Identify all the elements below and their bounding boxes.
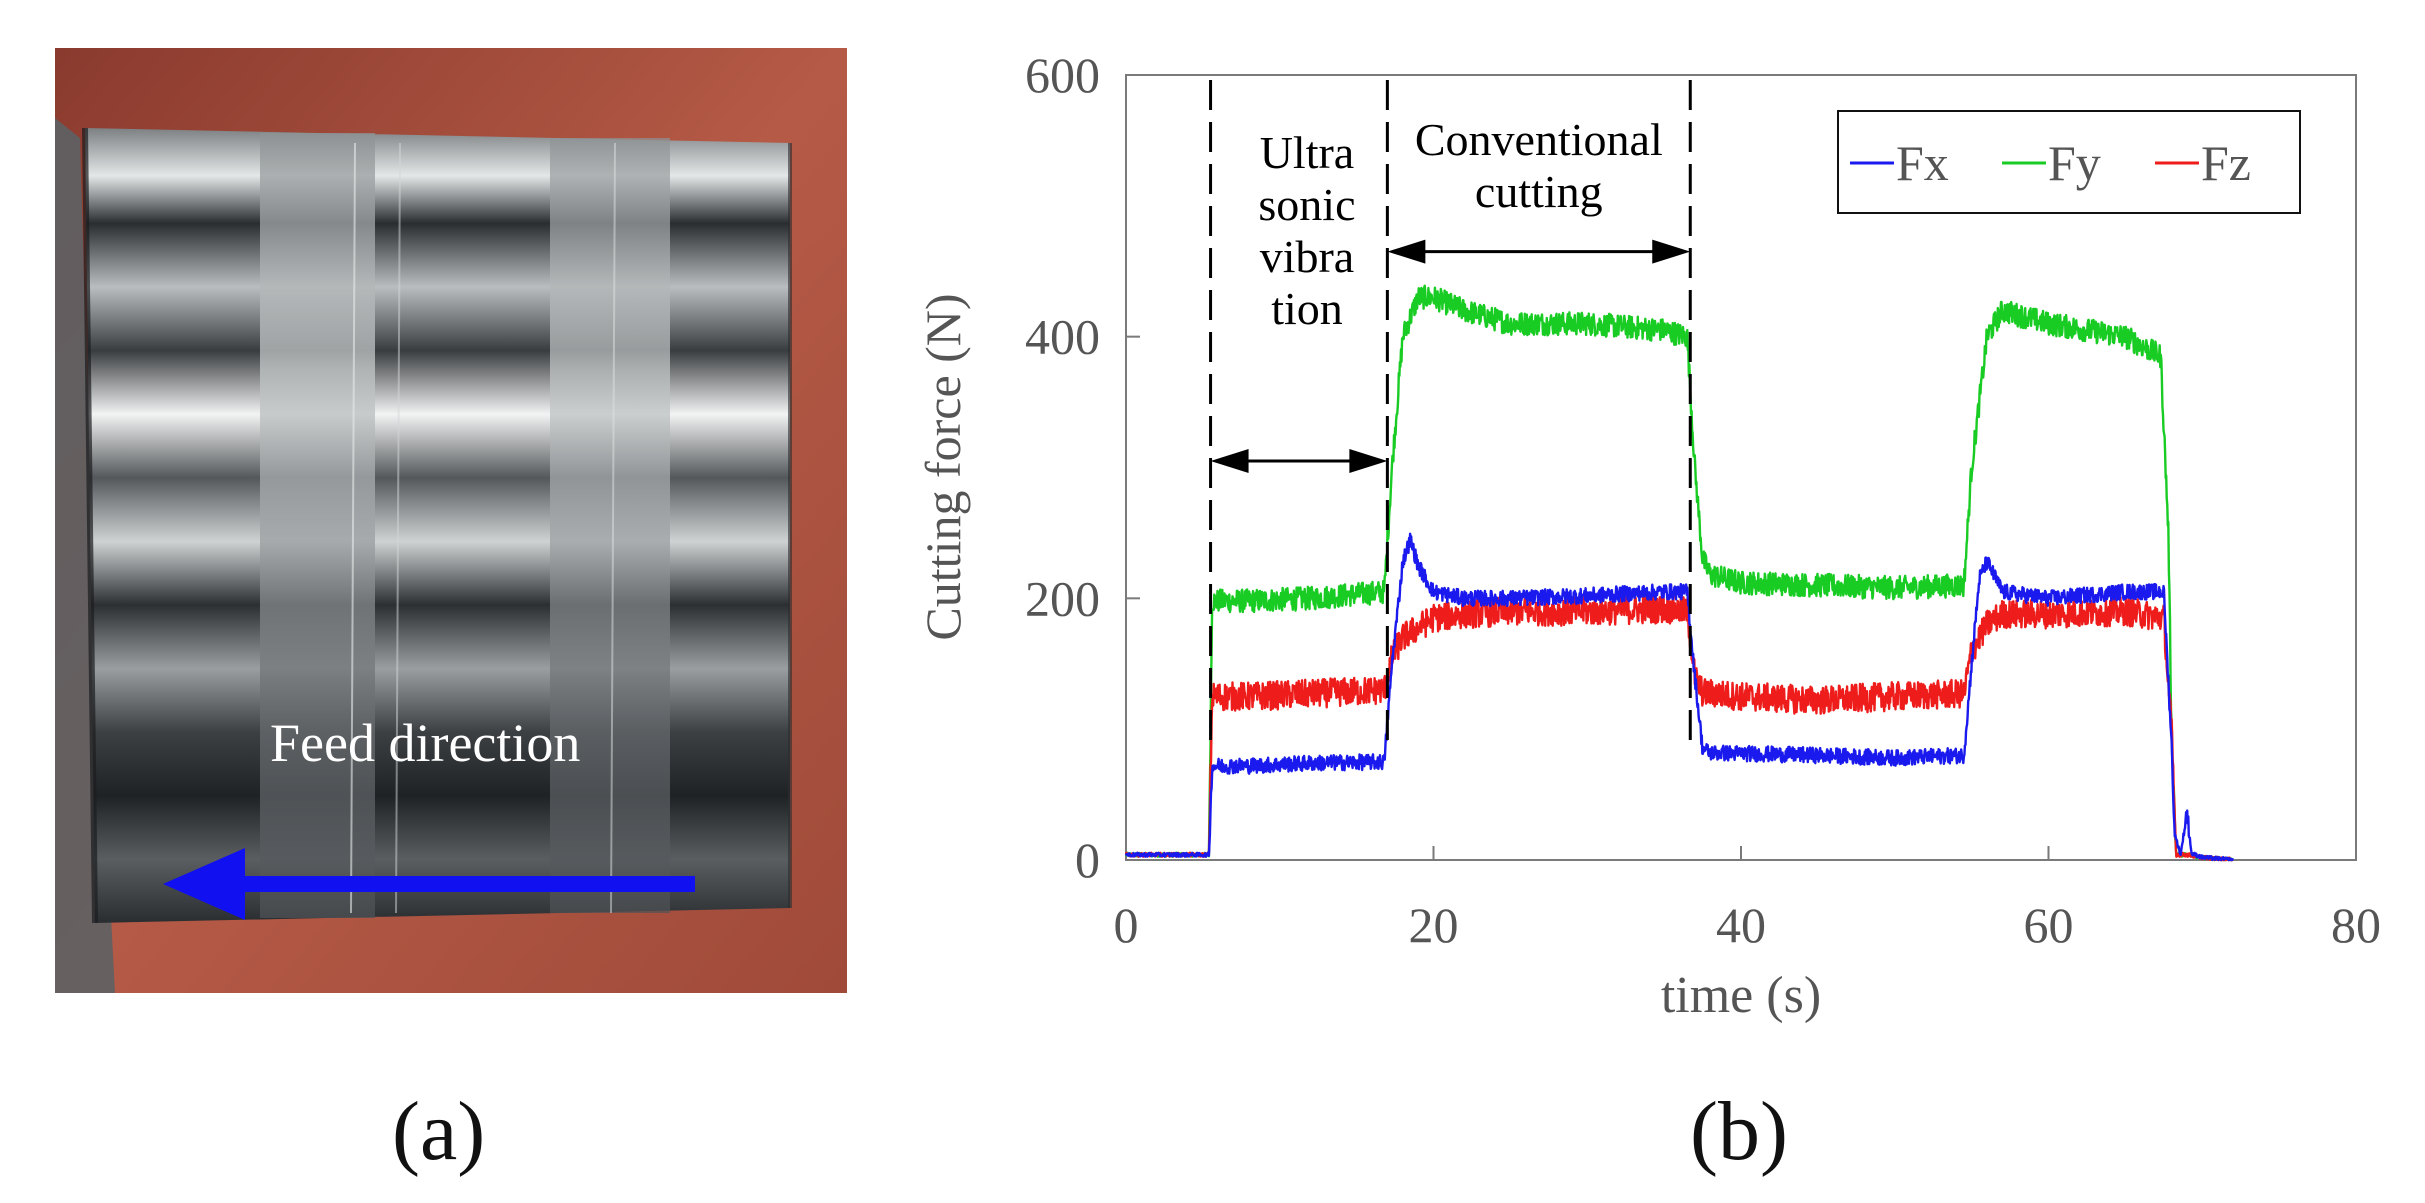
y-tick-label: 200 (1025, 570, 1100, 626)
x-tick-label: 80 (2331, 897, 2381, 953)
series-layer (1124, 284, 2235, 862)
ultrasonic-annotation-line: tion (1271, 283, 1343, 334)
y-tick-label: 600 (1025, 47, 1100, 103)
y-axis: 0 200 400 600 (1025, 47, 1140, 888)
x-tick-label: 60 (2024, 897, 2074, 953)
x-tick-label: 0 (1114, 897, 1139, 953)
ultrasonic-annotation-line: vibra (1260, 231, 1355, 282)
ultrasonic-span-arrow-head-left (1210, 448, 1249, 473)
x-tick-label: 20 (1409, 897, 1459, 953)
phase-dividers (1209, 80, 1692, 743)
conventional-annotation-line: cutting (1475, 166, 1603, 217)
conventional-span-arrow-head-right (1652, 239, 1691, 264)
panel-label-a: (a) (392, 1085, 486, 1178)
conventional-annotation-line: Conventional (1415, 114, 1663, 165)
feed-direction-arrow (163, 848, 695, 920)
conventional-span-arrow (1387, 239, 1691, 264)
series-line-fx (1124, 532, 2235, 862)
legend: Fx Fy Fz (1837, 110, 2301, 214)
series-line-fy (1124, 284, 2234, 862)
y-axis-label: Cutting force (N) (915, 293, 971, 640)
x-axis-label: time (s) (1661, 967, 1821, 1024)
y-tick-label: 0 (1075, 832, 1100, 888)
series-line-fz (1124, 594, 2234, 862)
panel-label-b: (b) (1690, 1085, 1788, 1178)
legend-label-fx: Fx (1896, 135, 1949, 191)
legend-box (1837, 110, 2301, 214)
y-tick-label: 400 (1025, 309, 1100, 365)
ultrasonic-annotation-line: sonic (1258, 179, 1355, 230)
x-tick-label: 40 (1716, 897, 1766, 953)
conventional-span-arrow-head-left (1387, 239, 1426, 264)
x-axis: 0 20 40 60 80 (1114, 846, 2381, 953)
feed-direction-label: Feed direction (270, 713, 581, 773)
legend-label-fy: Fy (2048, 135, 2101, 191)
ultrasonic-annotation-line: Ultra (1260, 127, 1355, 178)
ultrasonic-span-arrow (1210, 448, 1388, 473)
workpiece-photo (55, 48, 847, 993)
workpiece-photo-art (55, 48, 847, 993)
ultrasonic-span-arrow-head-right (1349, 448, 1388, 473)
legend-label-fz: Fz (2201, 135, 2251, 191)
